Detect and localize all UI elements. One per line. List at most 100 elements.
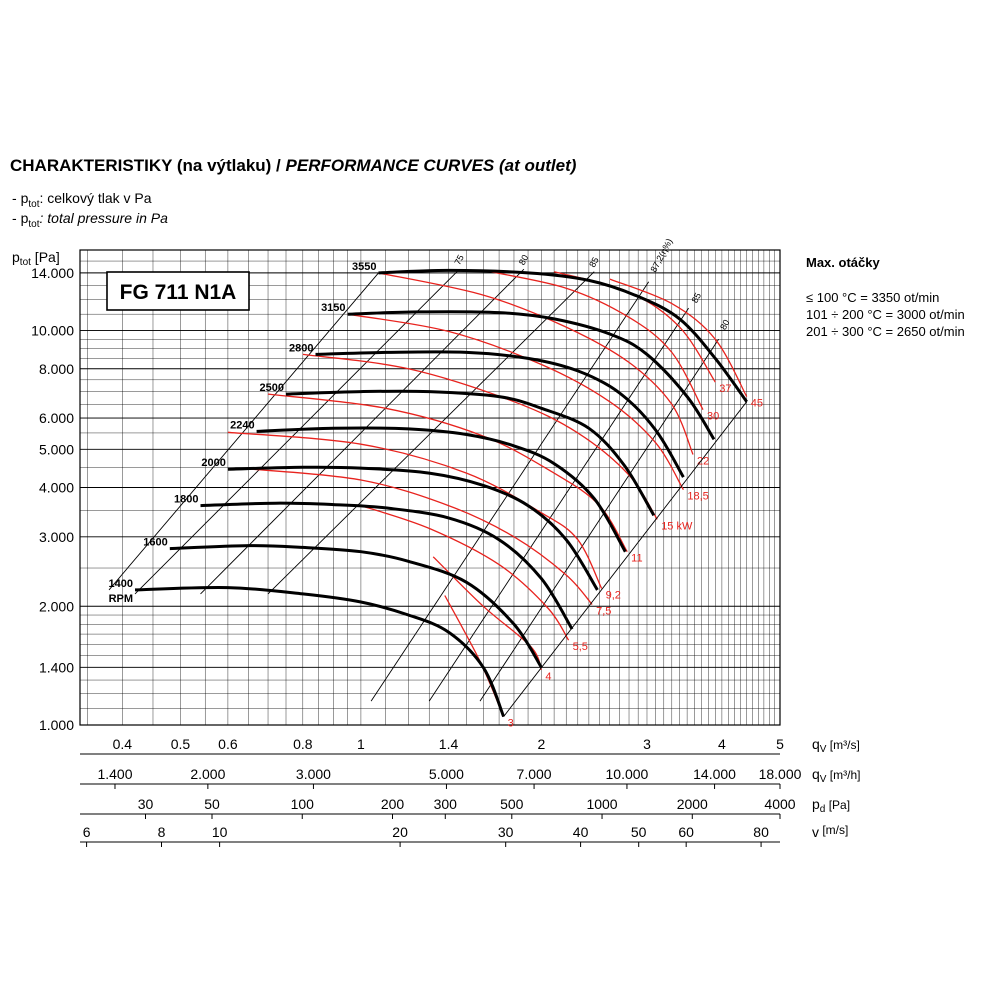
efficiency-line <box>267 271 595 595</box>
power-label: 15 kW <box>661 520 693 532</box>
efficiency-lines: 75 80 85 87,2(η%) 85 80 <box>108 237 732 702</box>
x-tick-label: 14.000 <box>693 766 736 782</box>
x-tick-label: 7.000 <box>517 766 552 782</box>
legend-cz-symbol: p <box>20 190 29 206</box>
power-curve <box>432 556 543 671</box>
fan-curve <box>134 585 505 718</box>
max-rpm-row: 101 ÷ 200 °C = 3000 ot/min <box>806 307 965 322</box>
legend-en-sub: tot <box>28 218 40 230</box>
x-tick-label: 5 <box>776 736 784 752</box>
rpm-label: 2800 <box>289 342 313 354</box>
y-tick-label: 8.000 <box>39 361 74 377</box>
x-tick-label: 50 <box>631 824 647 840</box>
x-tick-label: 1 <box>357 736 365 752</box>
x-tick-label: 30 <box>138 796 154 812</box>
y-tick-label: 1.400 <box>39 659 74 675</box>
power-label: 11 <box>631 553 642 565</box>
x-tick-label: 40 <box>573 824 589 840</box>
y-tick-label: 6.000 <box>39 410 74 426</box>
x-tick-label: 10 <box>212 824 228 840</box>
y-tick-label: 4.000 <box>39 480 74 496</box>
x-tick-label: 5.000 <box>429 766 464 782</box>
x-tick-label: 100 <box>291 796 315 812</box>
efficiency-label: 80 <box>718 318 732 332</box>
fan-curve <box>169 544 543 669</box>
x-tick-label: 300 <box>434 796 458 812</box>
y-tick-label: 14.000 <box>31 265 74 281</box>
power-curve <box>553 271 716 383</box>
x-tick-label: 0.8 <box>293 736 313 752</box>
x-axis-label: qV [m³/h] <box>812 766 860 785</box>
legend-cz: - ptot: celkový tlak v Pa <box>12 190 152 210</box>
power-curve <box>248 468 593 605</box>
rpm-label: 3150 <box>321 302 345 314</box>
max-rpm-row: ≤ 100 °C = 3350 ot/min <box>806 290 940 305</box>
x-tick-label: 18.000 <box>759 766 802 782</box>
y-tick-label: 1.000 <box>39 717 74 733</box>
power-curve <box>360 504 570 641</box>
y-axis-label: ptot [Pa] <box>12 249 60 268</box>
x-tick-label: 1000 <box>586 796 617 812</box>
power-label: 3 <box>508 718 514 730</box>
x-tick-label: 3.000 <box>296 766 331 782</box>
x-tick-label: 4000 <box>764 796 795 812</box>
y-tick-label: 3.000 <box>39 529 74 545</box>
fan-curve <box>347 310 716 441</box>
efficiency-label: 80 <box>517 253 531 267</box>
x-tick-label: 0.4 <box>113 736 133 752</box>
efficiency-label: 85 <box>690 291 704 305</box>
x-tick-label: 0.5 <box>171 736 191 752</box>
power-curve <box>267 393 628 553</box>
x-tick-label: 1.400 <box>97 766 132 782</box>
power-label: 5,5 <box>573 641 588 653</box>
efficiency-line <box>479 339 719 702</box>
x-axis-label: qV [m³/s] <box>812 736 860 755</box>
x-tick-label: 80 <box>753 824 769 840</box>
chart-heading: CHARAKTERISTIKY (na výtlaku) / PERFORMAN… <box>10 156 576 176</box>
legend-cz-sub: tot <box>28 198 40 210</box>
fan-curve <box>227 465 599 591</box>
efficiency-line <box>200 268 525 595</box>
y-tick-label: 10.000 <box>31 323 74 339</box>
power-label: 22 <box>697 455 709 467</box>
legend-en-text: : total pressure in Pa <box>39 210 168 226</box>
power-curve <box>609 278 748 397</box>
x-tick-label: 2 <box>538 736 546 752</box>
x-tick-label: 50 <box>204 796 220 812</box>
efficiency-label: 87,2(η%) <box>648 237 674 274</box>
max-rpm-title: Max. otáčky <box>806 255 880 270</box>
power-label: 4 <box>545 671 551 683</box>
rpm-label: 2000 <box>201 457 225 469</box>
x-tick-label: 10.000 <box>606 766 649 782</box>
end-boundary-line <box>503 401 748 717</box>
x-tick-label: 2.000 <box>190 766 225 782</box>
fan-curve <box>285 389 656 517</box>
efficiency-line <box>134 268 460 595</box>
x-tick-label: 0.6 <box>218 736 238 752</box>
x-tick-label: 60 <box>678 824 694 840</box>
legend-dash: - <box>12 190 21 206</box>
power-label: 45 <box>751 398 763 410</box>
power-curve <box>227 431 603 589</box>
power-curve <box>444 595 505 717</box>
fan-curve <box>256 426 627 553</box>
power-curve <box>378 272 694 455</box>
power-label: 37 <box>719 383 731 395</box>
x-tick-label: 30 <box>498 824 514 840</box>
x-tick-label: 500 <box>500 796 524 812</box>
rpm-label: 2500 <box>260 382 284 394</box>
y-tick-label: 2.000 <box>39 598 74 614</box>
heading-cz: CHARAKTERISTIKY (na výtlaku) / <box>10 156 281 175</box>
rpm-label: 2240 <box>230 419 254 431</box>
rpm-label: 1600 <box>143 537 167 549</box>
fan-curve <box>200 501 574 630</box>
efficiency-line <box>428 307 689 702</box>
heading-en: PERFORMANCE CURVES (at outlet) <box>285 156 577 175</box>
rpm-label: 3550 <box>352 261 376 273</box>
plot-frame <box>79 249 781 726</box>
power-label: 18,5 <box>687 491 708 503</box>
fan-curve <box>378 268 748 403</box>
efficiency-line <box>370 281 650 702</box>
x-axis-label: pd [Pa] <box>812 796 850 815</box>
